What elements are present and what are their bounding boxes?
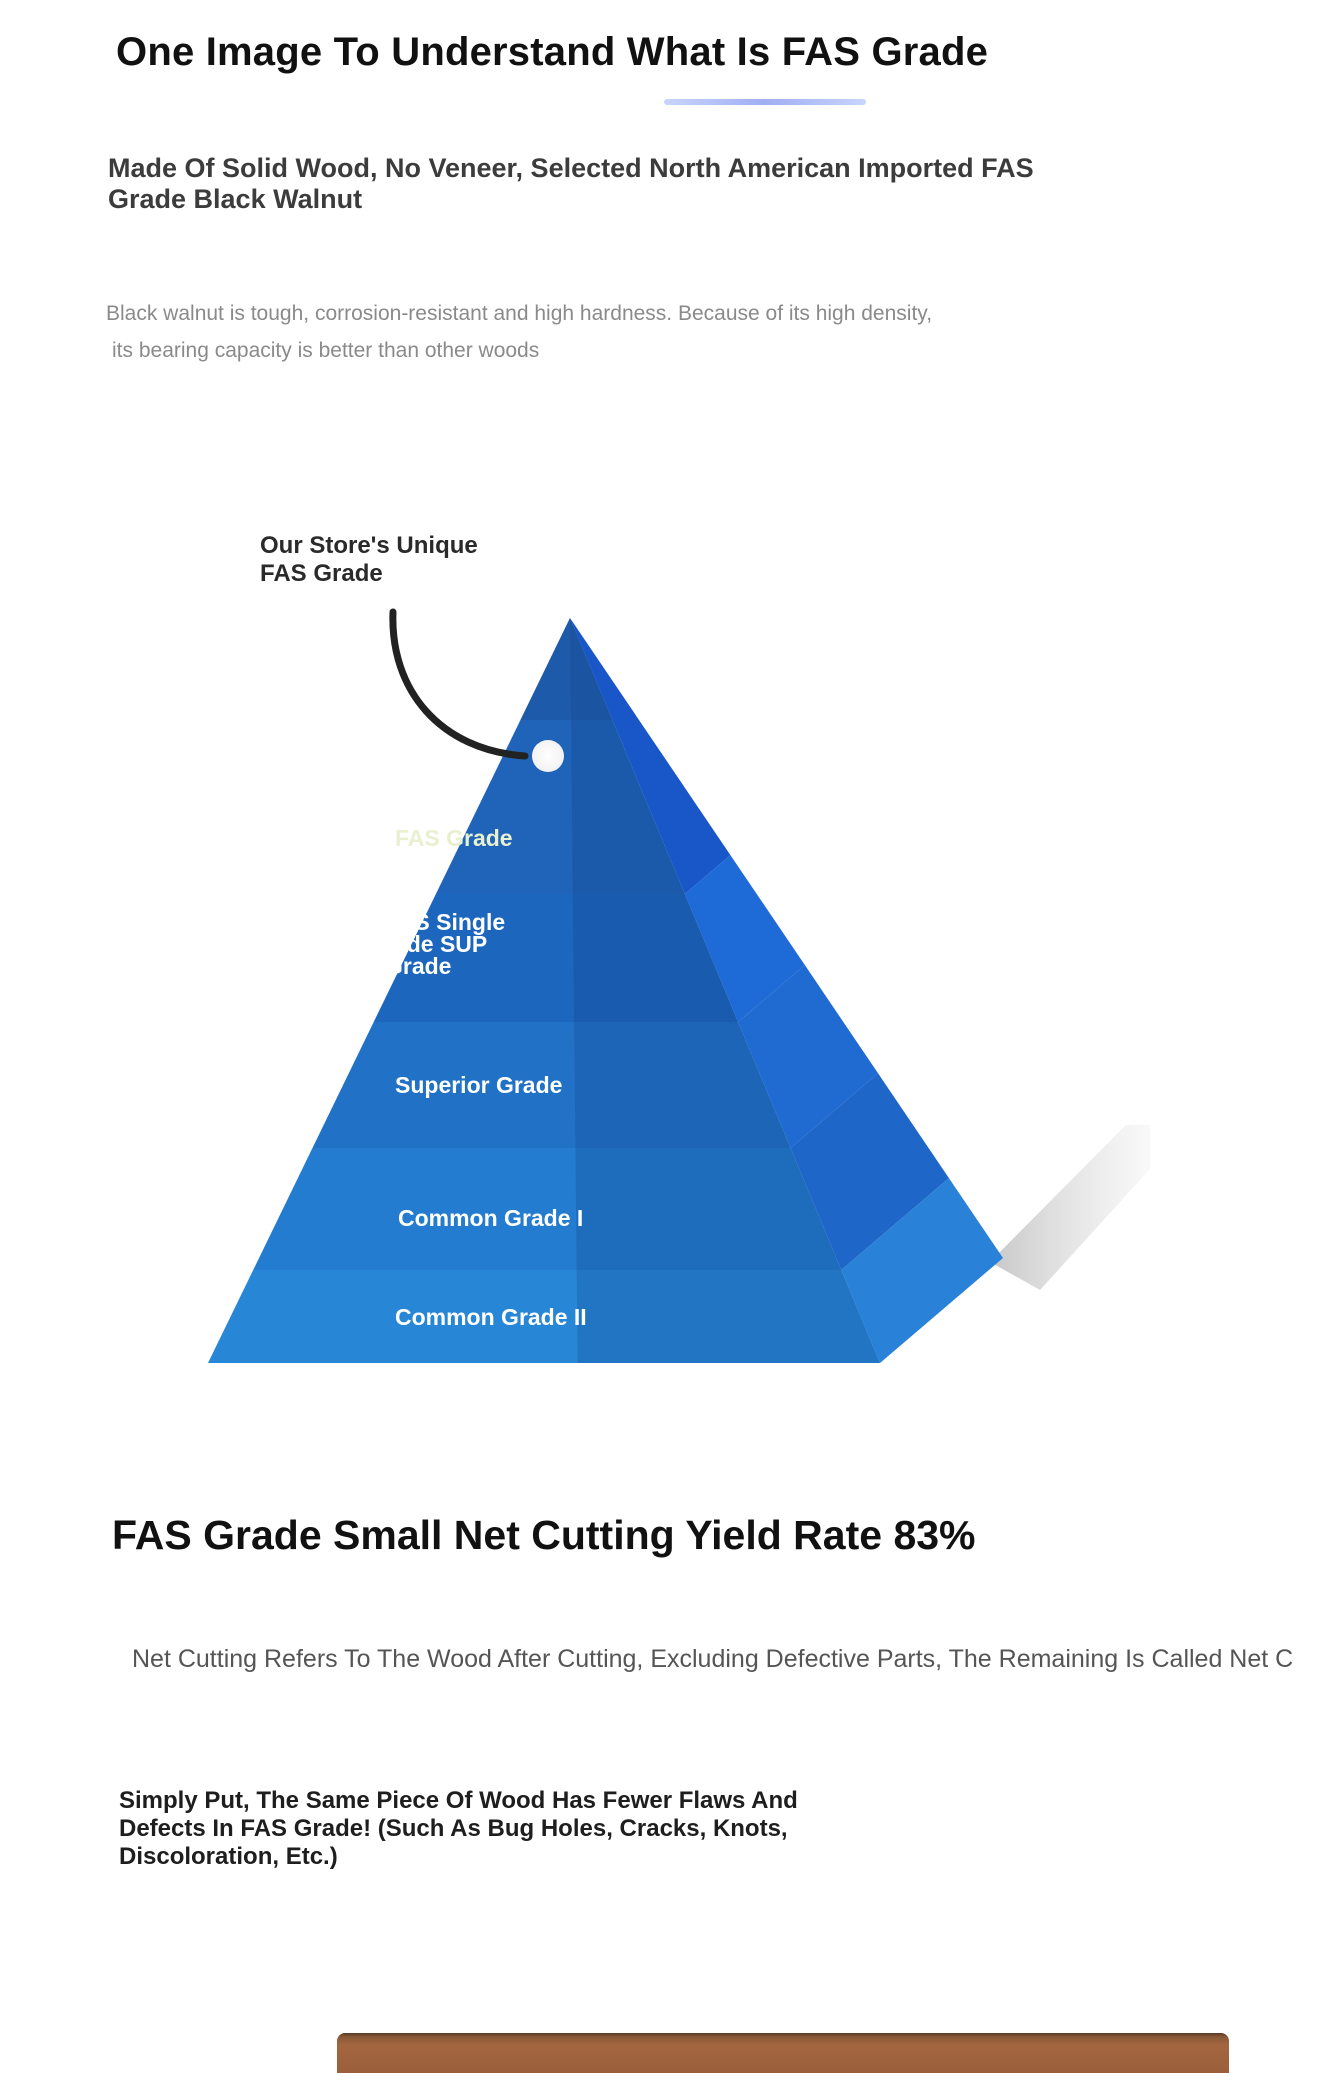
pyramid-apex [520, 618, 613, 720]
pyramid-callout: Our Store's Unique FAS Grade [260, 532, 478, 587]
pyramid-tier-label: FAS Grade [395, 825, 513, 851]
callout-dot [532, 740, 564, 772]
pyramid-tier-side [684, 855, 805, 1022]
net-cutting-text: Net Cutting Refers To The Wood After Cut… [132, 1645, 1294, 1673]
pyramid-tier-front [208, 1270, 880, 1363]
pyramid-tier-side [841, 1178, 1003, 1363]
grade-pyramid: FAS Grade FAS Single Side SUP Grade Superior… [208, 608, 1150, 1363]
pyramid-tier-label: FAS Single Side SUP Grade [385, 909, 505, 979]
callout-connector [389, 608, 529, 760]
pyramid-tier-shade [572, 894, 739, 1022]
pyramid-tier-side [790, 1073, 949, 1270]
pyramid-tier-label: Superior Grade [395, 1072, 562, 1098]
intro-subtitle: Made Of Solid Wood, No Veneer, Selected … [108, 153, 1034, 214]
pyramid-tier-front [373, 894, 739, 1022]
pyramid-tier-side [570, 618, 731, 894]
pyramid-tier-side [738, 965, 879, 1148]
pyramid-shadow [990, 1125, 1150, 1290]
pyramid-tier-shade [574, 1022, 791, 1148]
intro-description: Black walnut is tough, corrosion-resista… [106, 295, 1046, 369]
yield-heading: FAS Grade Small Net Cutting Yield Rate 8… [112, 1512, 976, 1558]
pyramid-tier-label: Common Grade I [398, 1205, 583, 1231]
pyramid-tier-front [312, 1022, 791, 1148]
wood-board-image [337, 2033, 1229, 2073]
page-title: One Image To Understand What Is FAS Grad… [116, 30, 989, 74]
description-line-2: its bearing capacity is better than othe… [112, 339, 540, 362]
description-line-1: Black walnut is tough, corrosion-resista… [106, 302, 933, 325]
pyramid-tier-front [253, 1148, 842, 1270]
pyramid-tier-label: Common Grade II [395, 1304, 587, 1330]
pyramid-tier-shade [575, 1148, 842, 1270]
pyramid-tier-shade [576, 1270, 880, 1363]
simply-put-text: Simply Put, The Same Piece Of Wood Has F… [119, 1787, 798, 1870]
title-underline [664, 99, 866, 105]
